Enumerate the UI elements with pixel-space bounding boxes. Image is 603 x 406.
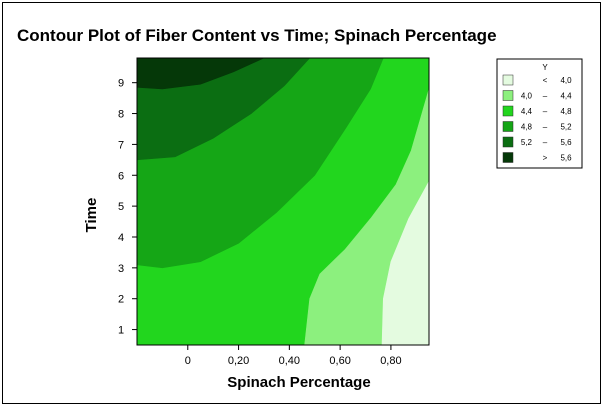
plot-border [136,57,430,346]
legend-item: >5,6 [502,152,572,163]
x-tick-label: 0 [185,355,191,367]
y-tick-label: 6 [118,170,124,182]
y-tick-label: 4 [118,232,124,244]
legend-high: 5,2 [560,123,572,132]
legend-item: 5,2 – 5,6 [502,136,572,148]
plot-area [137,58,429,345]
legend-swatch [502,121,514,132]
legend-swatch [502,74,514,86]
x-axis: 0 0,20 0,40 0,60 0,80 [185,345,402,367]
y-tick-label: 2 [118,294,124,306]
legend-swatch [502,136,514,148]
legend-title: Y [542,63,548,72]
y-axis-title: Time [83,198,100,233]
region-below-4-0 [381,181,429,345]
legend-operator: – [543,138,548,147]
legend-high: 5,6 [560,138,572,147]
legend-swatch [502,105,514,117]
x-axis-title: Spinach Percentage [227,374,370,391]
legend-high: 5,6 [560,154,572,163]
legend-operator: < [543,76,548,85]
legend-low: 4,4 [521,107,533,116]
region-above-5-6 [137,58,265,90]
legend-operator: – [543,123,548,132]
x-tick-label: 0,20 [228,355,249,367]
legend-operator: – [543,92,548,101]
chart-title: Contour Plot of Fiber Content vs Time; S… [17,26,497,45]
y-axis: 1 2 3 4 5 6 7 8 9 [118,78,137,337]
y-tick-label: 5 [118,201,124,213]
legend-low: 4,8 [521,123,533,132]
legend-low: 4,0 [521,92,533,101]
x-tick-label: 0,40 [279,355,300,367]
y-tick-label: 1 [118,325,124,337]
legend-swatch [502,90,514,101]
x-tick-label: 0,60 [329,355,350,367]
legend-operator: > [543,154,548,163]
legend-item: 4,4 – 4,8 [502,105,572,117]
legend-high: 4,8 [560,107,572,116]
legend-item: 4,8 – 5,2 [502,121,572,132]
legend-item: <4,0 [502,74,572,86]
y-tick-label: 3 [118,263,124,275]
y-tick-label: 8 [118,109,124,121]
legend-high: 4,4 [560,92,572,101]
y-tick-label: 9 [118,78,124,90]
legend-swatch [502,152,514,163]
legend-item: 4,0 – 4,4 [502,90,572,101]
legend-high: 4,0 [560,76,572,85]
legend: Y <4,04,0–4,44,4–4,84,8–5,25,2–5,6> 5,6 [496,58,583,169]
y-tick-label: 7 [118,139,124,151]
x-tick-label: 0,80 [380,355,401,367]
legend-low: 5,2 [521,138,533,147]
legend-operator: – [543,107,548,116]
